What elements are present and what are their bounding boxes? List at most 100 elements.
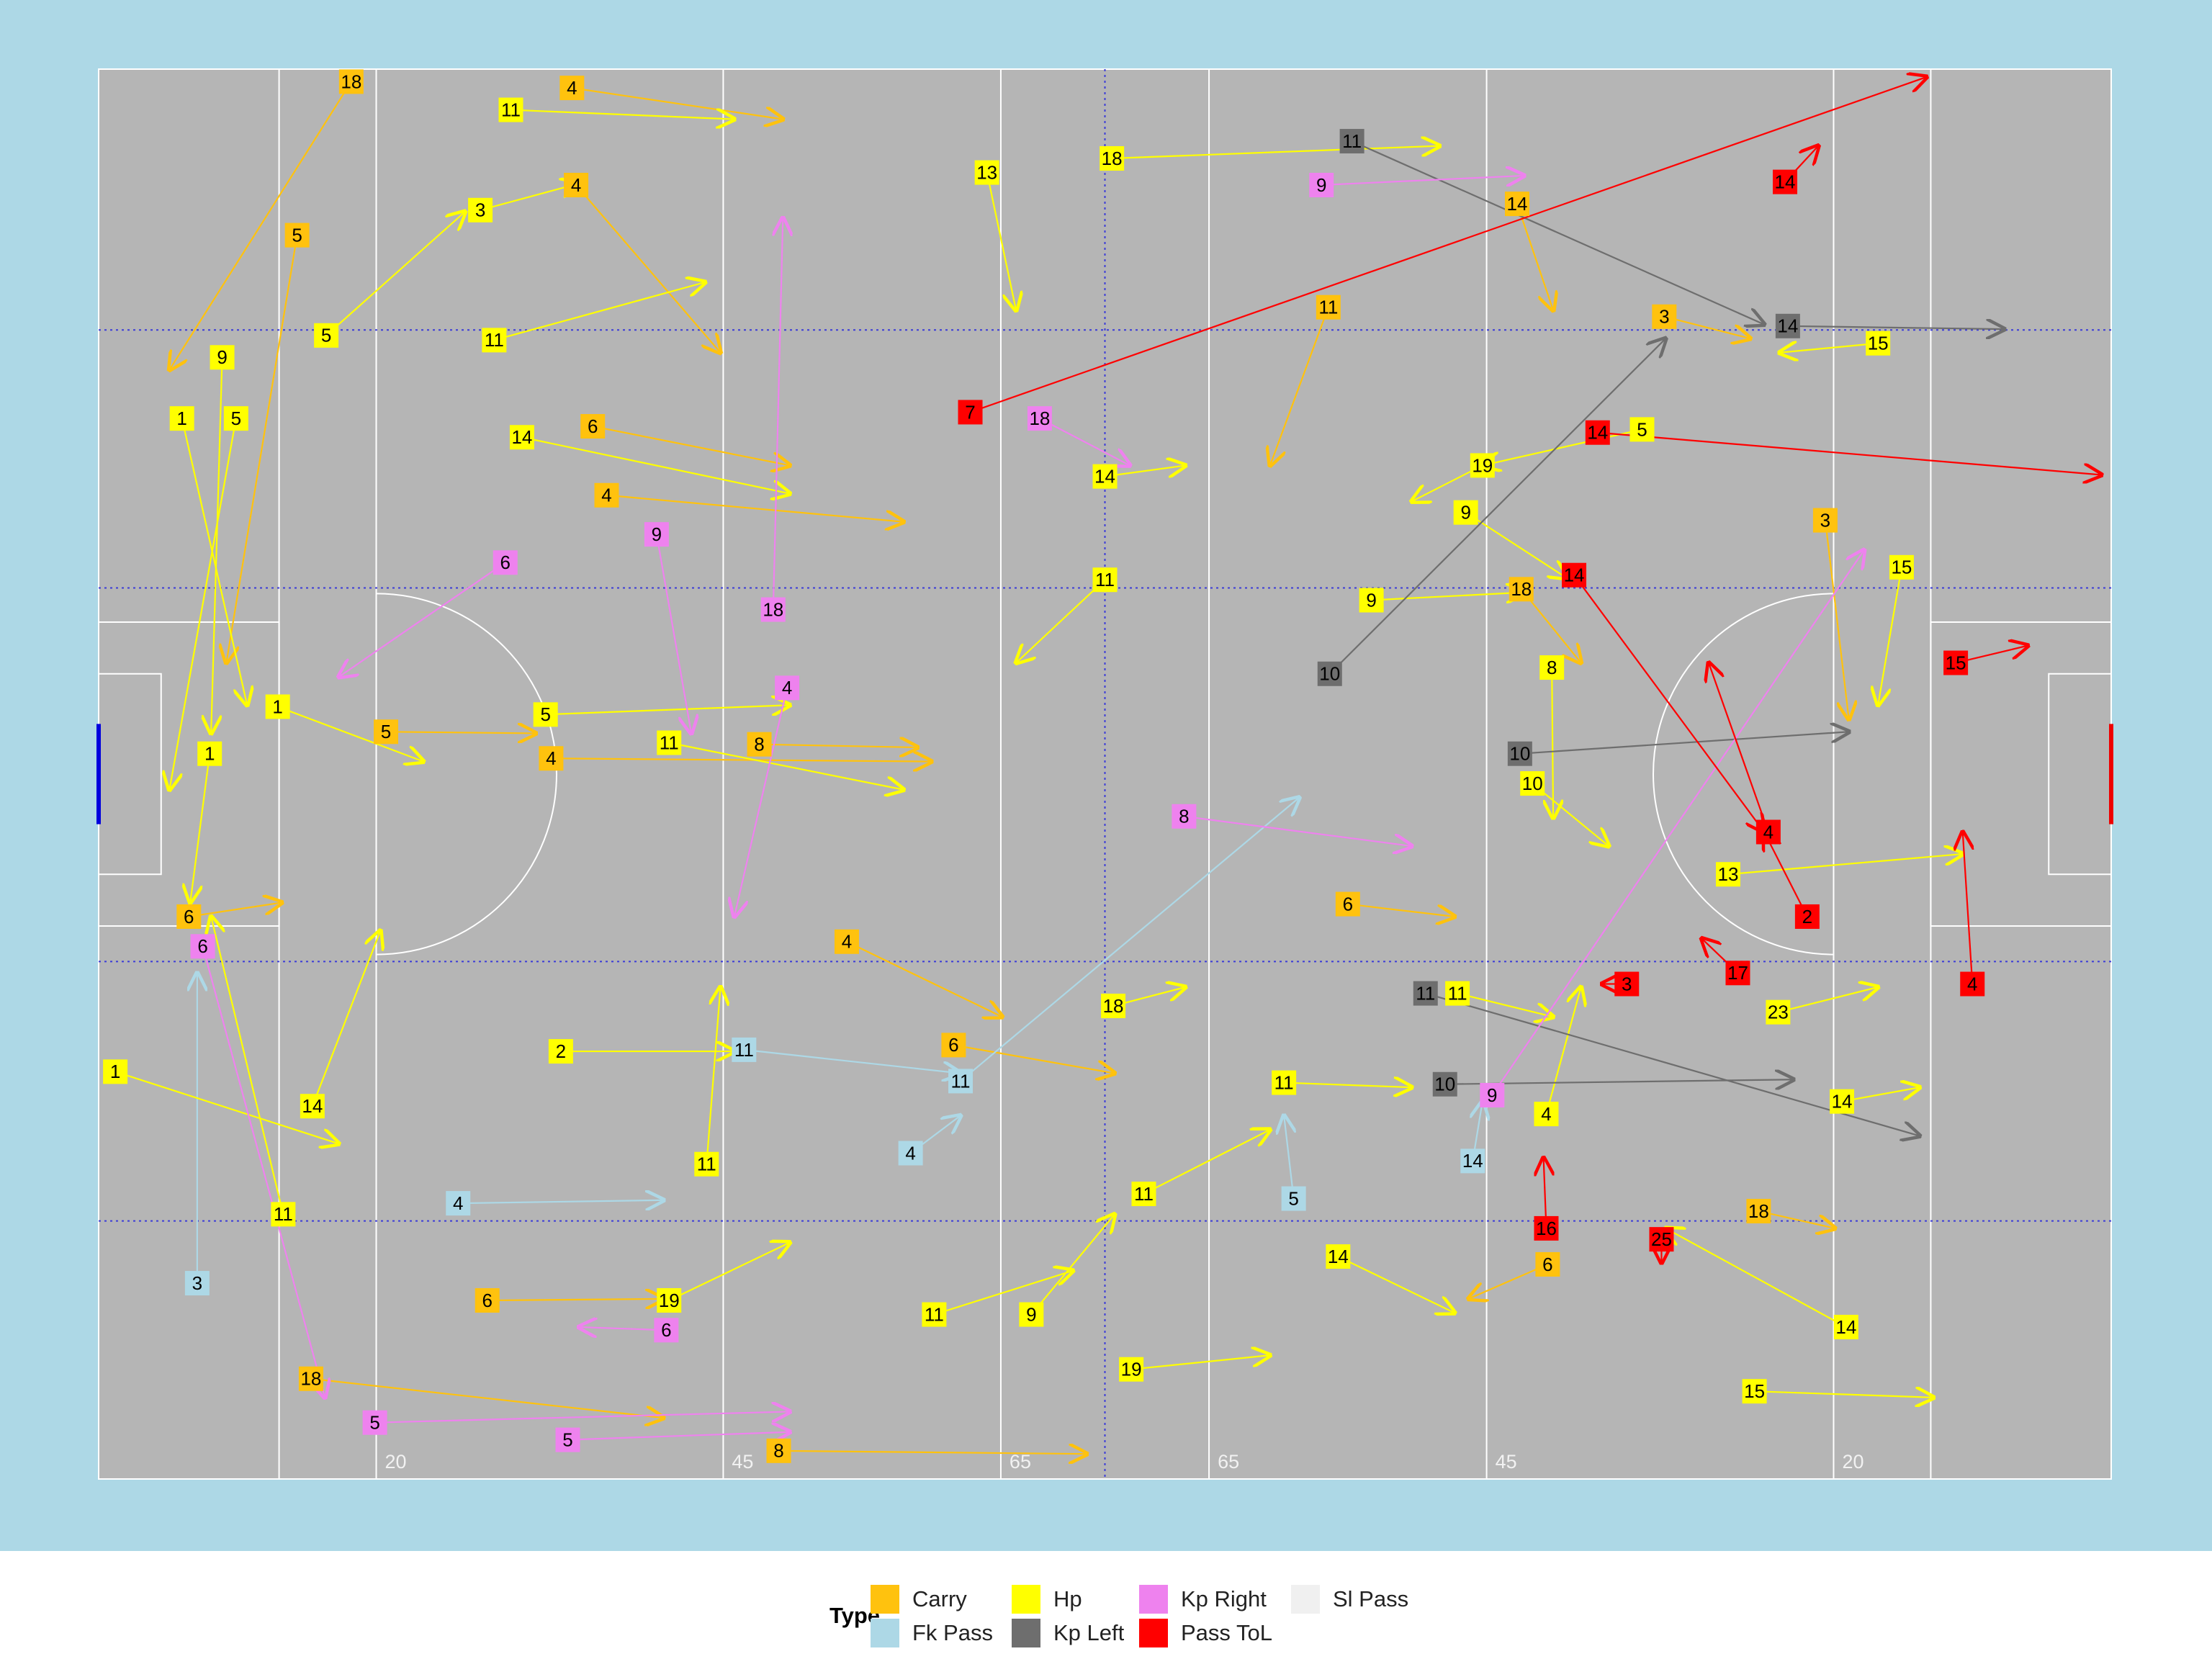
- event-label: 9: [1460, 502, 1470, 523]
- event-marker: [1585, 420, 1610, 445]
- event-marker: [555, 1427, 580, 1452]
- event-marker: [1092, 464, 1118, 489]
- event-label: 14: [1835, 1316, 1856, 1338]
- event-marker: [1281, 1186, 1306, 1211]
- event-marker: [533, 702, 558, 727]
- legend-key: [1012, 1585, 1040, 1614]
- event-label: 11: [697, 1154, 716, 1175]
- event-label: 14: [1507, 193, 1528, 215]
- event-arrow: [970, 77, 1927, 413]
- event-label: 2: [556, 1040, 566, 1062]
- event-arrow: [1758, 1210, 1835, 1228]
- event-arrow: [1963, 832, 1972, 984]
- event-arrow: [669, 742, 904, 789]
- event-label: 15: [1868, 333, 1889, 354]
- event-marker: [775, 675, 800, 701]
- event-label: 10: [1522, 773, 1543, 794]
- event-marker: [475, 1287, 500, 1313]
- event-label: 13: [1718, 863, 1739, 885]
- event-arrow: [1469, 1263, 1548, 1299]
- event-arrow: [338, 562, 506, 677]
- event-arrow: [759, 745, 918, 747]
- event-marker: [657, 1287, 682, 1313]
- event-label: 18: [1102, 148, 1123, 169]
- event-arrow: [480, 184, 579, 211]
- event-label: 6: [1542, 1254, 1552, 1275]
- event-marker: [314, 323, 339, 348]
- event-label: 14: [1777, 315, 1798, 337]
- event-arrow: [211, 917, 284, 1215]
- event-marker: [1773, 169, 1798, 194]
- event-label: 5: [369, 1412, 379, 1434]
- x-tick-label: 20: [385, 1451, 407, 1473]
- event-label: 6: [197, 935, 207, 957]
- event-label: 11: [274, 1203, 293, 1225]
- event-arrow: [1709, 663, 1769, 832]
- event-marker: [1833, 1314, 1858, 1339]
- event-marker: [974, 160, 999, 185]
- event-arrow: [668, 1242, 790, 1301]
- event-arrow: [1143, 1130, 1269, 1195]
- event-marker: [564, 172, 589, 197]
- event-marker: [176, 904, 202, 929]
- event-marker: [694, 1151, 719, 1177]
- legend-label: Kp Right: [1181, 1586, 1267, 1611]
- event-label: 11: [734, 1039, 754, 1061]
- event-label: 9: [1316, 174, 1326, 196]
- event-label: 7: [965, 401, 975, 423]
- event-marker: [1746, 1198, 1771, 1223]
- event-label: 14: [1094, 466, 1115, 487]
- event-arrow: [374, 1411, 790, 1424]
- event-label: 10: [1319, 663, 1340, 685]
- event-marker: [1432, 1071, 1457, 1097]
- event-label: 14: [511, 426, 532, 448]
- event-marker: [1652, 304, 1677, 329]
- event-arrow: [1878, 567, 1903, 705]
- event-label: 17: [1727, 962, 1748, 984]
- event-arrow: [1754, 1391, 1934, 1398]
- event-label: 8: [1179, 806, 1189, 827]
- event-arrow: [1787, 326, 2005, 329]
- event-arrow: [846, 940, 1002, 1017]
- legend-key: [1291, 1585, 1320, 1614]
- event-marker: [1649, 1227, 1674, 1252]
- event-arrow: [960, 798, 1299, 1082]
- event-label: 3: [1820, 509, 1830, 531]
- event-arrow: [1039, 418, 1130, 465]
- legend-label: Fk Pass: [912, 1620, 993, 1645]
- event-marker: [210, 345, 235, 370]
- event-arrow: [1030, 1214, 1115, 1316]
- event-marker: [265, 694, 290, 719]
- event-marker: [1172, 804, 1197, 829]
- event-label: 14: [302, 1095, 323, 1117]
- event-marker: [300, 1094, 325, 1119]
- event-label: 14: [1462, 1150, 1483, 1172]
- event-arrow: [1532, 783, 1609, 846]
- legend-label: Hp: [1053, 1586, 1082, 1611]
- event-arrow: [1665, 1228, 1847, 1328]
- event-arrow: [202, 946, 325, 1398]
- event-arrow: [511, 110, 734, 120]
- event-marker: [834, 929, 859, 954]
- event-marker: [1539, 655, 1565, 680]
- legend-key: [1012, 1619, 1040, 1647]
- legend-key: [1139, 1585, 1168, 1614]
- legend-label: Kp Left: [1053, 1620, 1125, 1645]
- event-arrow: [1337, 1256, 1455, 1313]
- event-label: 1: [176, 408, 186, 429]
- x-tick-label: 20: [1842, 1451, 1863, 1473]
- arc: [376, 593, 558, 956]
- event-marker: [1755, 819, 1781, 845]
- event-label: 15: [1891, 557, 1912, 578]
- event-marker: [1866, 331, 1891, 356]
- event-marker: [1535, 1251, 1560, 1277]
- event-label: 4: [571, 174, 581, 196]
- event-marker: [1562, 562, 1587, 588]
- event-label: 14: [1328, 1246, 1349, 1267]
- event-arrow: [1105, 465, 1186, 476]
- event-marker: [1775, 313, 1800, 338]
- event-label: 4: [601, 485, 611, 506]
- event-label: 4: [842, 931, 852, 953]
- event-marker: [1339, 129, 1364, 154]
- event-arrow: [1779, 343, 1879, 353]
